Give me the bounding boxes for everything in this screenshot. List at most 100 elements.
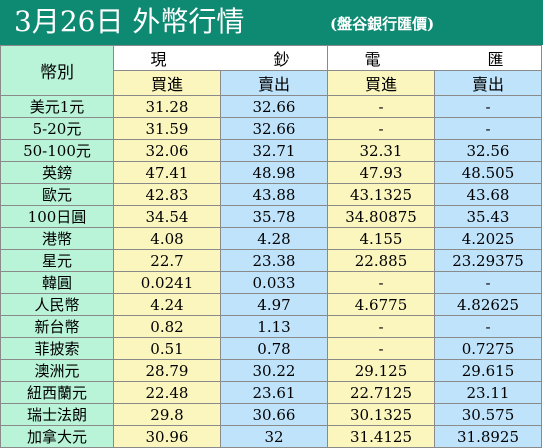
transfer-sell-cell: 32.56 (434, 139, 542, 162)
transfer-buy-cell: 29.125 (327, 359, 435, 382)
currency-cell: 5-20元 (0, 117, 114, 140)
cash-sell-cell: 35.78 (220, 205, 328, 228)
transfer-buy-cell: 47.93 (327, 161, 435, 184)
transfer-buy-cell: 43.1325 (327, 183, 435, 206)
currency-cell: 紐西蘭元 (0, 381, 114, 404)
transfer-sell-cell: 23.29375 (434, 249, 542, 272)
transfer-sell-cell: 31.8925 (434, 425, 542, 448)
transfer-sell-cell: 0.7275 (434, 337, 542, 360)
transfer-sell-cell: - (434, 95, 542, 118)
cash-sell-cell: 0.78 (220, 337, 328, 360)
transfer-sell-cell: 29.615 (434, 359, 542, 382)
rates-body: 美元1元 31.28 32.66- -5-20元 31.59 32.66- -50-100元… (0, 95, 542, 448)
table-row: 韓圓 0.0241 0.033- - (0, 271, 542, 294)
transfer-sell-cell: 23.11 (434, 381, 542, 404)
currency-cell: 人民幣 (0, 293, 114, 316)
currency-cell: 歐元 (0, 183, 114, 206)
currency-cell: 新台幣 (0, 315, 114, 338)
table-row: 50-100元 32.06 32.71 32.31 32.56 (0, 139, 542, 162)
cash-sell-cell: 23.61 (220, 381, 328, 404)
cash-header-char-1: 現 (150, 50, 168, 69)
currency-header: 幣別 (0, 45, 114, 96)
transfer-sell-header: 賣出 (434, 70, 542, 96)
transfer-buy-cell: 22.885 (327, 249, 435, 272)
transfer-sell-cell: - (434, 271, 542, 294)
cash-sell-cell: 23.38 (220, 249, 328, 272)
table-row: 歐元 42.83 43.88 43.1325 43.68 (0, 183, 542, 206)
table-row: 人民幣 4.24 4.97 4.6775 4.82625 (0, 293, 542, 316)
cash-buy-cell: 29.8 (113, 403, 221, 426)
cash-buy-cell: 32.06 (113, 139, 221, 162)
cash-buy-cell: 31.59 (113, 117, 221, 140)
currency-cell: 星元 (0, 249, 114, 272)
currency-cell: 50-100元 (0, 139, 114, 162)
cash-sell-cell: 4.97 (220, 293, 328, 316)
cash-buy-cell: 31.28 (113, 95, 221, 118)
cash-header-char-2: 鈔 (273, 50, 291, 69)
transfer-buy-cell: 30.1325 (327, 403, 435, 426)
transfer-buy-cell: - (327, 271, 435, 294)
cash-buy-cell: 4.08 (113, 227, 221, 250)
currency-cell: 瑞士法朗 (0, 403, 114, 426)
table-row: 星元 22.7 23.38 22.885 23.29375 (0, 249, 542, 272)
table-row: 新台幣 0.82 1.13- - (0, 315, 542, 338)
cash-group-header: 現鈔 (113, 45, 328, 71)
currency-cell: 港幣 (0, 227, 114, 250)
transfer-buy-cell: 4.6775 (327, 293, 435, 316)
transfer-buy-header: 買進 (327, 70, 435, 96)
cash-buy-cell: 22.7 (113, 249, 221, 272)
transfer-sell-cell: 4.2025 (434, 227, 542, 250)
transfer-buy-cell: 31.4125 (327, 425, 435, 448)
cash-sell-cell: 4.28 (220, 227, 328, 250)
transfer-sell-cell: 30.575 (434, 403, 542, 426)
transfer-buy-cell: - (327, 117, 435, 140)
transfer-buy-cell: 22.7125 (327, 381, 435, 404)
transfer-buy-cell: 32.31 (327, 139, 435, 162)
transfer-buy-cell: 4.155 (327, 227, 435, 250)
cash-buy-cell: 34.54 (113, 205, 221, 228)
currency-cell: 英鎊 (0, 161, 114, 184)
table-row: 加拿大元 30.96 32 31.4125 31.8925 (0, 425, 542, 448)
table-row: 英鎊 47.41 48.98 47.93 48.505 (0, 161, 542, 184)
table-row: 菲披索 0.51 0.78-0.7275 (0, 337, 542, 360)
title-bar: 3月26日 外幣行情 (盤谷銀行匯價) (0, 0, 543, 45)
currency-cell: 100日圓 (0, 205, 114, 228)
currency-cell: 韓圓 (0, 271, 114, 294)
cash-buy-cell: 47.41 (113, 161, 221, 184)
cash-buy-cell: 28.79 (113, 359, 221, 382)
table-row: 紐西蘭元 22.48 23.61 22.7125 23.11 (0, 381, 542, 404)
cash-sell-cell: 30.66 (220, 403, 328, 426)
cash-buy-cell: 0.0241 (113, 271, 221, 294)
cash-buy-cell: 42.83 (113, 183, 221, 206)
transfer-buy-cell: 34.80875 (327, 205, 435, 228)
cash-sell-cell: 43.88 (220, 183, 328, 206)
table-row: 港幣 4.08 4.28 4.155 4.2025 (0, 227, 542, 250)
page-title: 3月26日 外幣行情 (14, 5, 245, 38)
transfer-sell-cell: 48.505 (434, 161, 542, 184)
table-row: 瑞士法朗 29.8 30.66 30.1325 30.575 (0, 403, 542, 426)
cash-sell-cell: 32.66 (220, 95, 328, 118)
cash-buy-cell: 30.96 (113, 425, 221, 448)
transfer-header-char-2: 匯 (487, 50, 505, 69)
currency-cell: 澳洲元 (0, 359, 114, 382)
transfer-header-char-1: 電 (364, 50, 382, 69)
cash-buy-cell: 22.48 (113, 381, 221, 404)
table-row: 澳洲元 28.79 30.22 29.125 29.615 (0, 359, 542, 382)
transfer-buy-cell: - (327, 315, 435, 338)
header-row-groups: 幣別 現鈔 電匯 (0, 45, 542, 96)
cash-sell-cell: 32.71 (220, 139, 328, 162)
currency-cell: 加拿大元 (0, 425, 114, 448)
transfer-sell-cell: - (434, 315, 542, 338)
cash-buy-cell: 0.51 (113, 337, 221, 360)
rates-table: 幣別 現鈔 電匯 買進 賣出 買進 賣出 美元1元 31.28 32.66- -5-2… (0, 45, 542, 448)
cash-sell-header: 賣出 (220, 70, 328, 96)
cash-buy-cell: 4.24 (113, 293, 221, 316)
page-subtitle: (盤谷銀行匯價) (330, 15, 435, 33)
cash-buy-header: 買進 (113, 70, 221, 96)
cash-sell-cell: 30.22 (220, 359, 328, 382)
transfer-sell-cell: 4.82625 (434, 293, 542, 316)
currency-cell: 美元1元 (0, 95, 114, 118)
table-row: 美元1元 31.28 32.66- - (0, 95, 542, 118)
cash-sell-cell: 48.98 (220, 161, 328, 184)
